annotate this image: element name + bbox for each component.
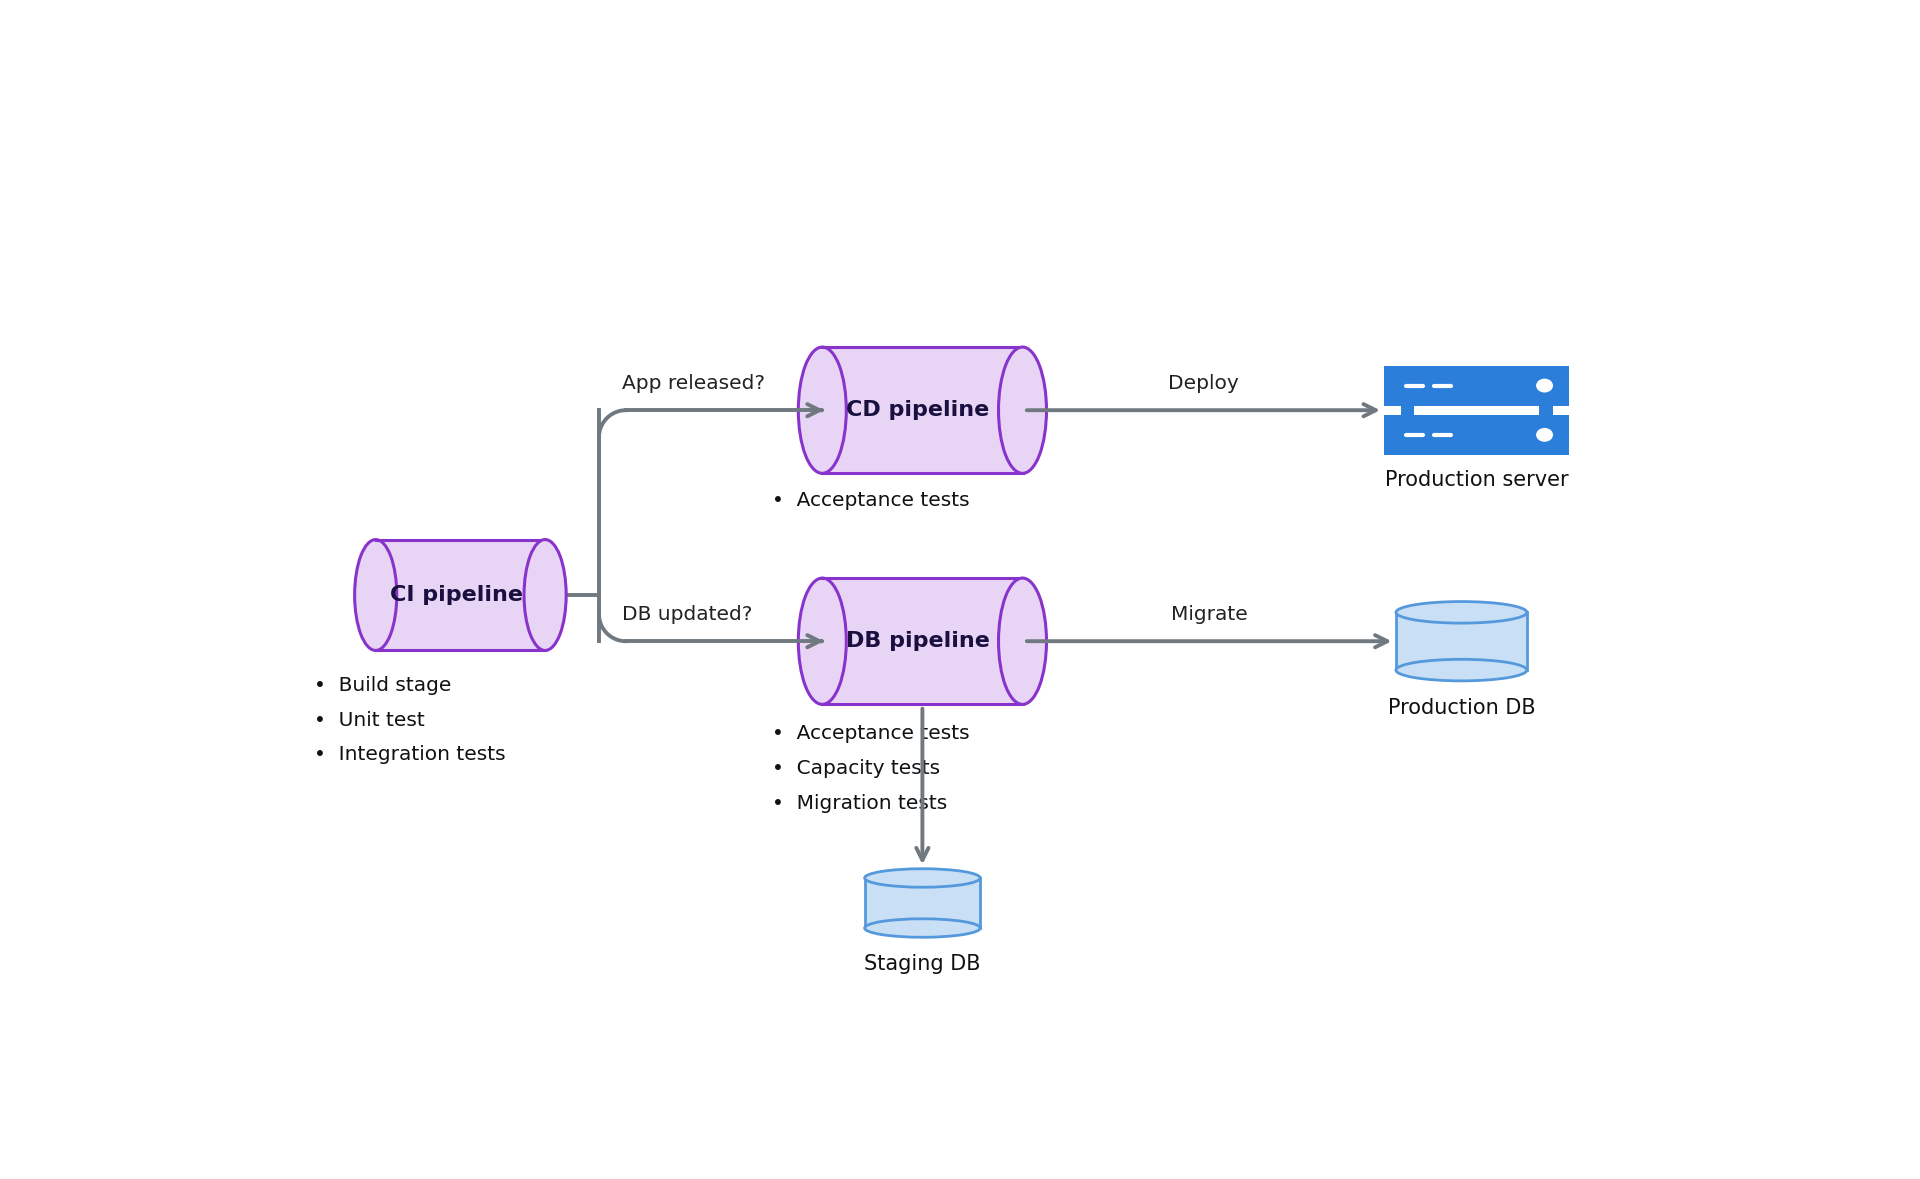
Ellipse shape <box>799 347 847 473</box>
Ellipse shape <box>1536 428 1553 442</box>
FancyBboxPatch shape <box>822 347 1023 473</box>
Ellipse shape <box>1396 601 1526 624</box>
FancyBboxPatch shape <box>376 540 545 651</box>
Text: CI pipeline: CI pipeline <box>390 585 522 605</box>
Text: DB updated?: DB updated? <box>622 605 753 624</box>
Text: Production DB: Production DB <box>1388 698 1536 718</box>
FancyBboxPatch shape <box>1384 365 1569 406</box>
Ellipse shape <box>799 578 847 704</box>
FancyBboxPatch shape <box>864 878 979 928</box>
FancyBboxPatch shape <box>822 578 1023 704</box>
Text: Staging DB: Staging DB <box>864 954 981 974</box>
Text: •  Unit test: • Unit test <box>315 711 424 730</box>
Ellipse shape <box>864 918 979 937</box>
Text: DB pipeline: DB pipeline <box>845 631 989 651</box>
Text: App released?: App released? <box>622 374 764 394</box>
Text: •  Acceptance tests: • Acceptance tests <box>772 492 970 511</box>
Ellipse shape <box>1396 659 1526 680</box>
Ellipse shape <box>524 540 566 651</box>
FancyBboxPatch shape <box>1400 406 1415 427</box>
Ellipse shape <box>1536 378 1553 393</box>
Text: Migrate: Migrate <box>1171 605 1248 624</box>
FancyBboxPatch shape <box>1384 415 1569 455</box>
Text: •  Migration tests: • Migration tests <box>772 793 947 812</box>
Ellipse shape <box>998 578 1046 704</box>
Text: •  Capacity tests: • Capacity tests <box>772 759 941 778</box>
FancyBboxPatch shape <box>1396 612 1526 670</box>
Text: Production server: Production server <box>1384 470 1569 490</box>
Ellipse shape <box>998 347 1046 473</box>
Ellipse shape <box>864 869 979 888</box>
Ellipse shape <box>355 540 397 651</box>
Text: CD pipeline: CD pipeline <box>847 400 989 420</box>
Text: •  Build stage: • Build stage <box>315 676 451 694</box>
Text: Deploy: Deploy <box>1167 374 1238 394</box>
FancyBboxPatch shape <box>1540 406 1553 427</box>
Text: •  Acceptance tests: • Acceptance tests <box>772 724 970 744</box>
Text: •  Integration tests: • Integration tests <box>315 745 505 764</box>
